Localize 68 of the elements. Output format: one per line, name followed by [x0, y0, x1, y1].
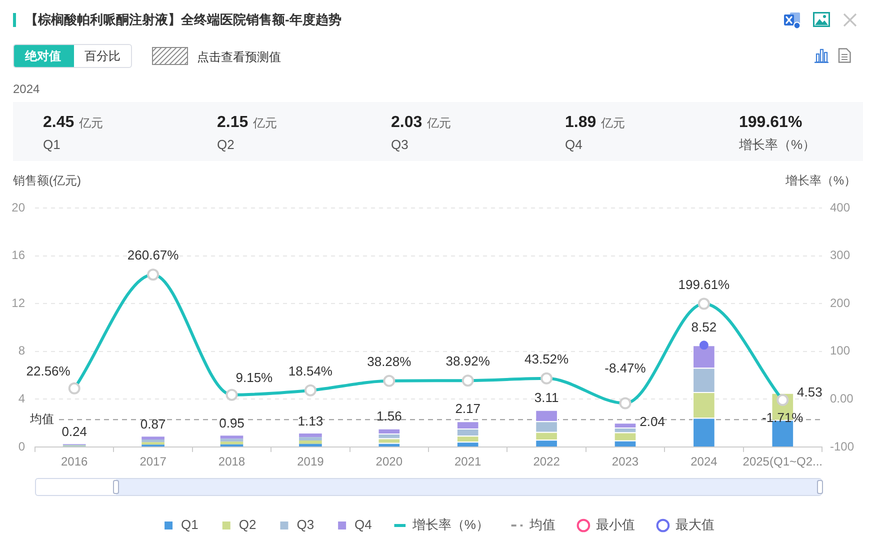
- text: 均值: [529, 517, 556, 532]
- total-label: 8.52: [691, 319, 717, 334]
- total-label: 3.11: [534, 390, 559, 405]
- legend-label: 最大值: [675, 517, 714, 532]
- x-tick-label: 2020: [376, 454, 403, 469]
- legend-label: 最小值: [596, 517, 635, 532]
- total-label: 2.17: [455, 401, 481, 416]
- x-tick-label: 2019: [297, 454, 324, 469]
- y-tick-label: 4: [18, 392, 26, 406]
- x-tick-label: 2023: [612, 454, 639, 469]
- total-label: 4.53: [797, 384, 822, 400]
- text: 2.03 亿元: [391, 114, 452, 131]
- x-tick-label: 2018: [218, 454, 246, 469]
- text: Q1: [43, 137, 60, 153]
- data-label: 22.56%: [26, 363, 71, 378]
- x-tick-label: 2022: [533, 454, 560, 469]
- text: 增长率（%）: [739, 137, 816, 153]
- text: 1.89 亿元: [565, 114, 626, 131]
- y2-tick-label: -100: [830, 439, 854, 454]
- y-tick-label: 8: [18, 344, 26, 358]
- data-label: 9.15%: [236, 370, 274, 385]
- data-label: 38.28%: [367, 354, 412, 369]
- x-tick-label: 2016: [61, 454, 88, 469]
- legend-label: Q2: [238, 517, 256, 532]
- y-axis-title: 销售额(亿元): [12, 173, 81, 188]
- y2-tick-label: 400: [830, 200, 850, 214]
- ref-line-label: 均值: [29, 412, 54, 426]
- y-tick-label: 12: [12, 296, 26, 310]
- x-tick-label: 2021: [454, 454, 482, 469]
- data-label: -8.47%: [604, 360, 646, 376]
- legend-label: 增长率（%）: [411, 517, 489, 532]
- y-tick-label: 16: [12, 248, 26, 262]
- data-label: 38.92%: [446, 354, 490, 369]
- text: 绝对值: [25, 49, 61, 63]
- text: 2.45 亿元: [43, 114, 104, 131]
- y2-tick-label: 200: [830, 296, 850, 310]
- x-tick-label: 2025(Q1~Q2...: [742, 454, 823, 469]
- y-tick-label: 0: [18, 439, 26, 454]
- chart-title: 【棕榈酸帕利哌酮注射液】全终端医院销售额-年度趋势: [25, 12, 342, 28]
- text: Q2: [217, 137, 234, 153]
- total-label: 2.04: [640, 414, 665, 430]
- total-label: 0.87: [140, 416, 166, 432]
- text: Q3: [391, 137, 408, 153]
- data-label: 199.61%: [678, 276, 730, 292]
- text: 百分比: [84, 49, 120, 63]
- x-tick-label: 2024: [690, 454, 718, 469]
- text: 2024: [13, 82, 40, 96]
- legend-label: Q4: [354, 517, 372, 532]
- y2-tick-label: 0.00: [830, 392, 854, 406]
- y2-tick-label: 300: [830, 248, 850, 262]
- total-label: 1.56: [376, 408, 402, 424]
- legend-label: Q1: [181, 517, 198, 532]
- text: 199.61%: [739, 114, 802, 131]
- text: Q4: [565, 137, 582, 153]
- text: 2.15 亿元: [217, 114, 278, 131]
- y-tick-label: 20: [12, 200, 26, 214]
- total-label: 0.24: [62, 424, 88, 440]
- total-label: 1.13: [298, 414, 324, 429]
- y2-tick-label: 100: [830, 344, 850, 358]
- data-label: 260.67%: [127, 248, 180, 263]
- data-label: -1.71%: [762, 410, 804, 426]
- data-label: 43.52%: [524, 351, 570, 366]
- y2-axis-title: 增长率（%）: [784, 173, 856, 188]
- text: 点击查看预测值: [197, 50, 281, 64]
- x-tick-label: 2017: [140, 454, 167, 469]
- data-label: 18.54%: [288, 363, 333, 378]
- total-label: 0.95: [219, 416, 244, 431]
- legend-label: Q3: [296, 517, 314, 532]
